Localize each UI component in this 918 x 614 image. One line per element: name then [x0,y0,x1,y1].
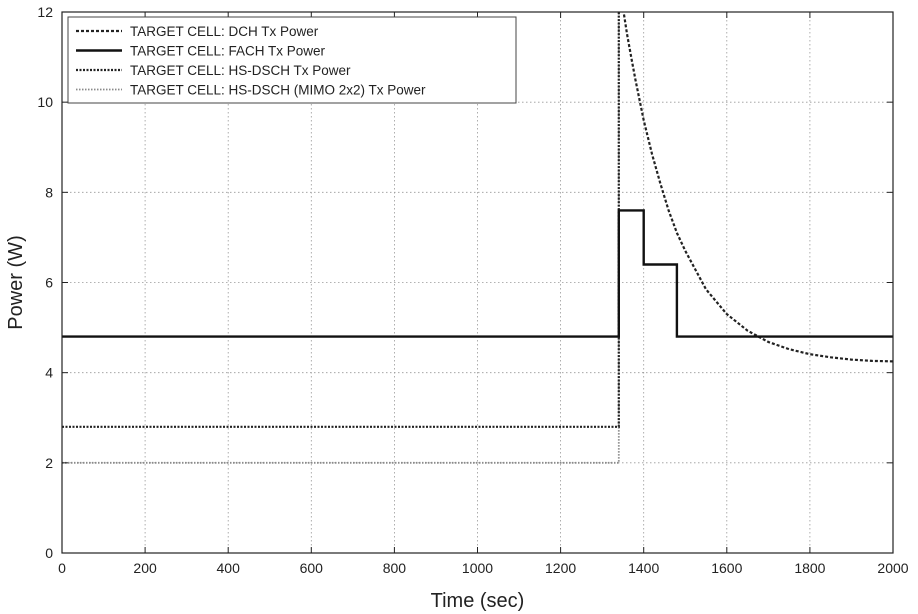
grid [62,12,893,553]
x-tick-label: 400 [217,560,241,576]
legend-box [67,16,517,104]
x-tick-label: 1800 [794,560,825,576]
series-line [622,12,893,363]
y-tick-label: 2 [45,455,53,471]
legend-label: TARGET CELL: DCH Tx Power [130,24,319,39]
y-tick-label: 12 [37,4,53,20]
x-tick-label: 600 [300,560,324,576]
x-tick-label: 800 [383,560,407,576]
x-tick-label: 1600 [711,560,742,576]
y-tick-label: 4 [45,365,53,381]
x-tick-label: 1000 [462,560,493,576]
series-line [62,209,893,338]
x-axis-label: Time (sec) [431,590,525,612]
x-tick-label: 1400 [628,560,659,576]
x-tick-label: 0 [58,560,66,576]
y-tick-label: 10 [37,94,53,110]
series-line [62,12,620,428]
legend-label: TARGET CELL: HS-DSCH Tx Power [130,63,351,78]
x-tick-label: 2000 [877,560,908,576]
legend: TARGET CELL: DCH Tx Power TARGET CELL: FA… [67,16,517,104]
y-tick-label: 0 [45,545,53,561]
legend-label: TARGET CELL: FACH Tx Power [130,44,326,59]
series-lines [62,12,893,464]
legend-label: TARGET CELL: HS-DSCH (MIMO 2x2) Tx Power [130,83,426,98]
y-tick-label: 6 [45,275,53,291]
x-tick-label: 1200 [545,560,576,576]
axis-ticks: 0 200 400 600 800 1000 1200 1400 1600 1800 2000 0 2 4… [37,4,908,576]
x-tick-label: 200 [133,560,157,576]
y-tick-label: 8 [45,184,53,200]
y-axis-label: Power (W) [5,235,27,329]
